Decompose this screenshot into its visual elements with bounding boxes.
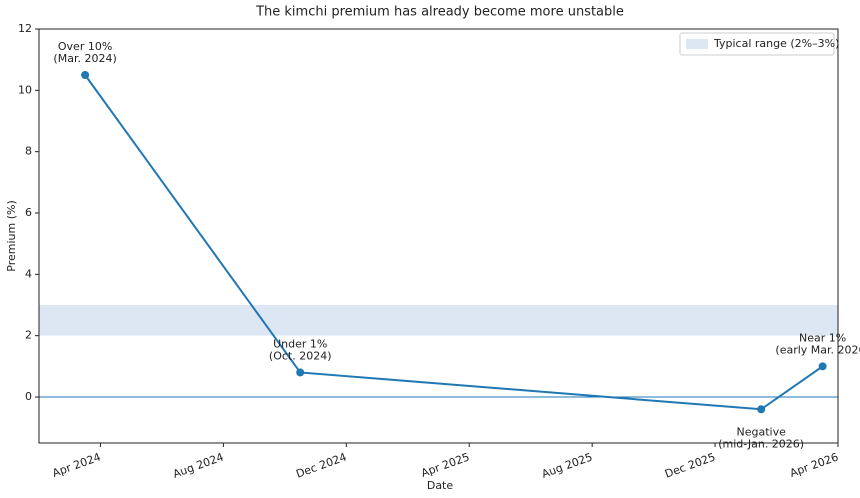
point-label: Over 10%: [58, 40, 112, 53]
x-tick-label: Apr 2024: [51, 450, 103, 479]
x-tick-label: Dec 2024: [294, 450, 348, 480]
point-label: (Oct. 2024): [269, 349, 332, 362]
y-tick-label: 10: [18, 83, 32, 96]
x-tick-label: Apr 2025: [419, 450, 471, 479]
y-tick-label: 0: [25, 390, 32, 403]
y-tick-label: 2: [25, 329, 32, 342]
x-tick-label: Aug 2024: [171, 450, 225, 480]
point: [296, 368, 305, 377]
legend-label: Typical range (2%–3%): [713, 37, 839, 50]
point-label: (early Mar. 2026): [775, 343, 860, 356]
x-axis-label: Date: [427, 479, 454, 492]
line: [84, 74, 824, 411]
legend: Typical range (2%–3%): [679, 32, 839, 56]
point: [81, 71, 90, 79]
y-tick-label: 12: [18, 22, 32, 35]
point-label: Under 1%: [273, 337, 327, 350]
x-tick-label: Aug 2025: [540, 450, 594, 480]
chart-title: The kimchi premium has already become mo…: [255, 5, 624, 20]
y-tick-label: 8: [25, 145, 32, 158]
point: [757, 405, 766, 414]
point-label: (mid-Jan. 2026): [718, 437, 804, 450]
band: [39, 305, 838, 336]
plot-frame: [38, 28, 839, 444]
x-tick-label: Apr 2026: [788, 450, 840, 479]
point: [818, 362, 827, 371]
y-tick-label: 6: [25, 206, 32, 219]
legend-swatch: [686, 39, 708, 49]
legend-box: [679, 32, 835, 56]
point-label: Negative: [736, 425, 786, 438]
y-tick-label: 4: [25, 267, 32, 280]
point-label: (Mar. 2024): [53, 52, 116, 65]
point-label: Near 1%: [799, 331, 846, 344]
y-axis-label: Premium (%): [5, 200, 18, 271]
x-tick-label: Dec 2025: [663, 450, 717, 480]
